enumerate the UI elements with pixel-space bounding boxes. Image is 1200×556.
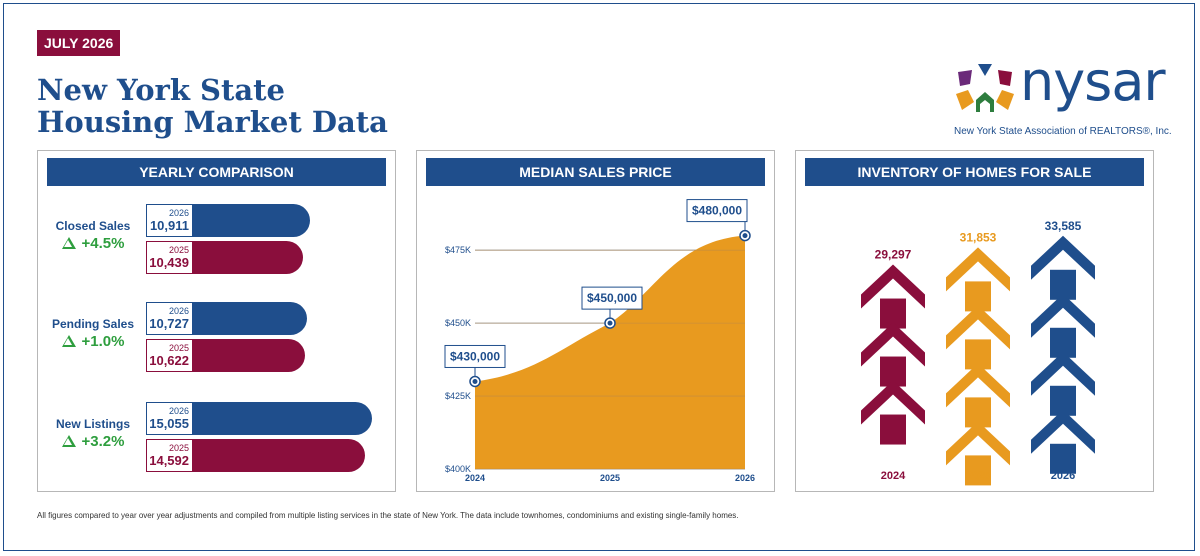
metric-label-1: Pending Sales [51, 317, 135, 331]
value-label: 15,055 [149, 416, 189, 431]
value-label: 10,439 [149, 255, 189, 270]
metric-change-value: +3.2% [81, 433, 125, 450]
value-label: 14,592 [149, 453, 189, 468]
inventory-chevron [1031, 351, 1095, 396]
footnote: All figures compared to year over year a… [37, 511, 739, 520]
metric-label-0: Closed Sales [55, 219, 131, 233]
inventory-value-label: 29,297 [875, 248, 912, 262]
nysar-logo: nysar New York State Association of REAL… [952, 50, 1172, 138]
price-label-box [686, 199, 748, 223]
inventory-chevron-stem [880, 414, 906, 445]
inventory-chevron [1031, 235, 1095, 280]
inventory-chevron [861, 322, 925, 367]
metric-label-2: New Listings [55, 417, 130, 431]
inventory-value-label: 31,853 [960, 230, 997, 244]
up-triangle-icon [61, 435, 76, 447]
median-price-chart: $400K $425K $450K $475K 2024 2025 2026 $430,000… [444, 199, 755, 483]
price-point-core [607, 320, 613, 326]
value-box-2026-1: 2026 10,727 [146, 302, 193, 335]
y-tick-label: $425K [445, 391, 471, 401]
value-label: 10,911 [149, 218, 189, 233]
median-price-header: MEDIAN SALES PRICE [426, 158, 765, 186]
price-label-box [444, 344, 506, 368]
metric-change-value: +4.5% [81, 235, 125, 252]
metric-change-1: +1.0% [48, 333, 138, 350]
x-tick-label: 2025 [600, 473, 620, 483]
title-line-2: Housing Market Data [37, 105, 388, 139]
inventory-chevron [861, 380, 925, 425]
y-tick-label: $400K [445, 464, 471, 474]
inventory-chevron [946, 363, 1010, 408]
metric-change-value: +1.0% [81, 333, 125, 350]
y-tick-label: $450K [445, 318, 471, 328]
median-price-panel: MEDIAN SALES PRICE $400K $425K $450K $475K 2… [416, 150, 775, 492]
price-label: $430,000 [450, 349, 500, 363]
inventory-chevron [946, 247, 1010, 292]
up-triangle-icon [61, 237, 76, 249]
x-tick-label: 2024 [465, 473, 485, 483]
value-label: 10,622 [149, 353, 189, 368]
metric-change-0: +4.5% [48, 235, 138, 252]
y-tick-label: $475K [445, 245, 471, 255]
inventory-chevron [1031, 409, 1095, 454]
inventory-chevron [1031, 293, 1095, 338]
value-box-2025-0: 2025 10,439 [146, 241, 193, 274]
up-triangle-icon [61, 335, 76, 347]
price-label-box [581, 286, 643, 310]
inventory-year-label: 2026 [1051, 470, 1075, 482]
inventory-year-label: 2024 [881, 470, 906, 482]
price-area [475, 235, 745, 469]
price-label: $480,000 [692, 204, 742, 218]
price-point-core [472, 378, 478, 384]
title-line-1: New York State [37, 73, 285, 107]
year-label: 2026 [168, 208, 189, 218]
year-label: 2026 [168, 406, 189, 416]
inventory-panel: INVENTORY OF HOMES FOR SALE 29,297 2024 31… [795, 150, 1154, 492]
price-point-core [742, 233, 748, 239]
value-box-2025-2: 2025 14,592 [146, 439, 193, 472]
year-label: 2025 [168, 343, 189, 353]
page-title: New York State Housing Market Data [37, 74, 388, 138]
x-tick-label: 2026 [735, 473, 755, 483]
year-label: 2025 [168, 245, 189, 255]
value-box-2026-2: 2026 15,055 [146, 402, 193, 435]
date-badge: JULY 2026 [37, 30, 121, 56]
year-label: 2026 [168, 306, 189, 316]
year-label: 2025 [168, 443, 189, 453]
inventory-value-label: 33,585 [1045, 219, 1082, 233]
value-box-2026-0: 2026 10,911 [146, 204, 193, 237]
yearly-comparison-panel: YEARLY COMPARISON Closed Sales +4.5% 2026 1… [37, 150, 396, 492]
inventory-chevron [946, 421, 1010, 466]
metric-change-2: +3.2% [48, 433, 138, 450]
inventory-chart: 29,297 2024 31,853 2025 33,585 2026 [861, 219, 1095, 486]
logo-mark-icon [956, 64, 1014, 112]
inventory-chevron [946, 305, 1010, 350]
value-label: 10,727 [149, 316, 189, 331]
yearly-comparison-header: YEARLY COMPARISON [47, 158, 386, 186]
inventory-chevron-stem [1050, 443, 1076, 474]
inventory-header: INVENTORY OF HOMES FOR SALE [805, 158, 1144, 186]
inventory-year-label: 2025 [966, 470, 990, 482]
frame [3, 3, 1195, 551]
logo-subtitle: New York State Association of REALTORS®,… [954, 126, 1172, 137]
logo-wordmark: nysar [1020, 50, 1166, 113]
value-box-2025-1: 2025 10,622 [146, 339, 193, 372]
inventory-chevron-stem [965, 455, 991, 486]
inventory-chevron [861, 264, 925, 309]
price-label: $450,000 [587, 291, 637, 305]
